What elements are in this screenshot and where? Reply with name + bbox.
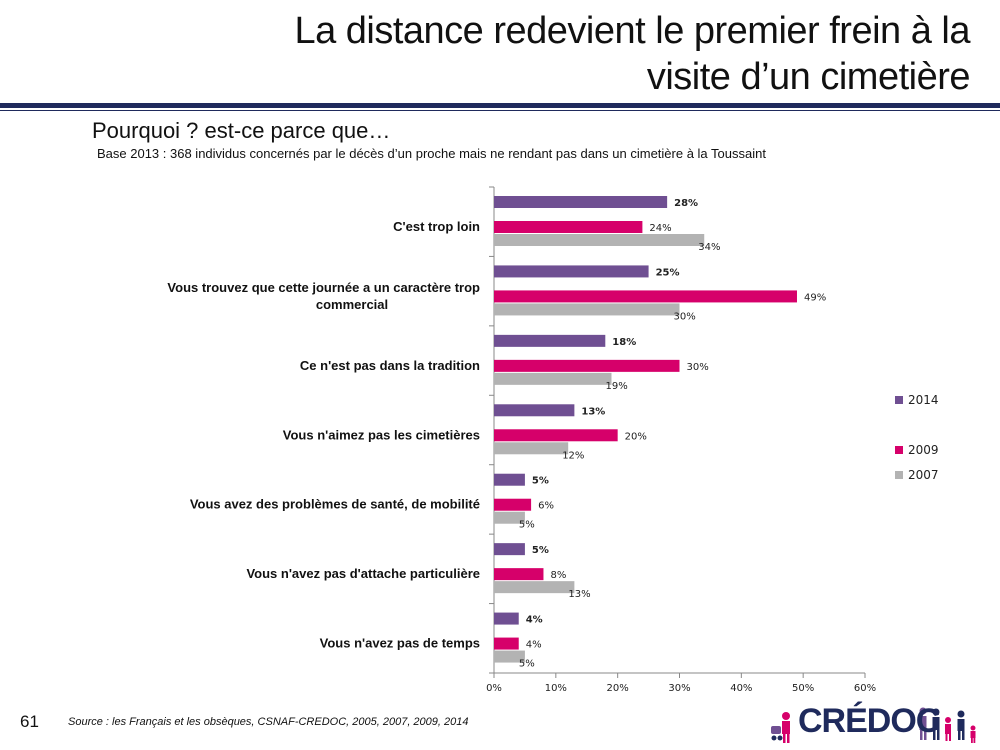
bar-2007 [494, 442, 569, 455]
bar-2014 [494, 473, 525, 486]
bar-2007 [494, 372, 612, 385]
data-label-2007: 5% [519, 659, 535, 670]
legend-label-2014: 2014 [908, 393, 939, 407]
bar-2009 [494, 290, 797, 303]
data-label-2014: 25% [656, 267, 680, 278]
data-label-2014: 4% [526, 615, 543, 626]
category-label: commercial [316, 297, 388, 312]
category-label: Vous avez des problèmes de santé, de mob… [190, 497, 480, 512]
data-label-2014: 13% [581, 406, 605, 417]
subtitle: Pourquoi ? est-ce parce que… [92, 118, 391, 143]
data-label-2007: 12% [562, 450, 584, 461]
bar-2014 [494, 334, 606, 347]
data-label-2014: 5% [532, 476, 549, 487]
x-tick-label: 30% [668, 683, 690, 694]
legend-swatch-2014 [895, 396, 903, 404]
bar-2007 [494, 303, 680, 316]
data-label-2007: 34% [698, 242, 720, 253]
logo-figures-icon [771, 707, 976, 743]
data-label-2007: 13% [568, 589, 590, 600]
bar-2014 [494, 612, 519, 625]
x-tick-label: 0% [486, 683, 502, 694]
legend-label-2009: 2009 [908, 443, 939, 457]
base-note: Base 2013 : 368 individus concernés par … [97, 146, 766, 161]
data-label-2009: 8% [550, 570, 566, 581]
data-label-2009: 4% [526, 640, 542, 651]
bar-2007 [494, 650, 525, 663]
bar-2014 [494, 543, 525, 556]
category-label: Vous n'avez pas d'attache particulière [246, 566, 480, 581]
bar-2014 [494, 196, 668, 208]
header-rule [0, 103, 1000, 108]
header-rule-thin [0, 110, 1000, 111]
data-label-2009: 49% [804, 292, 826, 303]
bar-2009 [494, 359, 680, 372]
category-label: Ce n'est pas dans la tradition [300, 358, 480, 373]
credoc-logo: CRÉDOC [768, 700, 990, 746]
category-label: Vous trouvez que cette journée a un cara… [167, 280, 480, 295]
bar-2014 [494, 404, 575, 417]
data-label-2007: 30% [674, 311, 696, 322]
data-label-2014: 28% [674, 198, 698, 209]
bar-2009 [494, 221, 643, 233]
page-title-line1: La distance redevient le premier frein à… [294, 10, 970, 52]
page-number: 61 [20, 712, 39, 731]
data-label-2007: 5% [519, 520, 535, 531]
bar-2007 [494, 234, 705, 246]
legend-swatch-2007 [895, 471, 903, 479]
bar-2007 [494, 581, 575, 594]
legend-label-2007: 2007 [908, 468, 939, 482]
bar-2009 [494, 498, 532, 511]
x-tick-label: 40% [730, 683, 752, 694]
data-label-2014: 18% [612, 337, 636, 348]
data-label-2009: 24% [649, 223, 671, 234]
category-label: Vous n'aimez pas les cimetières [283, 427, 480, 442]
data-label-2007: 19% [605, 381, 627, 392]
page-title-line2: visite d’un cimetière [646, 56, 971, 98]
bar-2009 [494, 637, 519, 650]
bar-2009 [494, 568, 544, 581]
source-note: Source : les Français et les obsèques, C… [68, 716, 469, 728]
category-label: C'est trop loin [393, 219, 480, 234]
bar-2007 [494, 511, 525, 524]
data-label-2009: 6% [538, 501, 554, 512]
category-label: Vous n'avez pas de temps [320, 636, 480, 651]
page-title: La distance redevient le premier frein à… [70, 8, 970, 100]
bar-chart: 0% 10% 20% 30% 40% 50% 60% C'est trop loin 28% 24… [167, 186, 939, 694]
x-tick-label: 20% [607, 683, 629, 694]
bar-2009 [494, 429, 618, 442]
data-label-2014: 5% [532, 545, 549, 556]
data-label-2009: 30% [687, 362, 709, 373]
x-tick-label: 50% [792, 683, 814, 694]
bar-2014 [494, 265, 649, 278]
logo-text: CRÉDOC [798, 702, 940, 740]
data-label-2009: 20% [625, 431, 647, 442]
x-tick-label: 10% [545, 683, 567, 694]
legend-swatch-2009 [895, 446, 903, 454]
x-tick-label: 60% [854, 683, 876, 694]
